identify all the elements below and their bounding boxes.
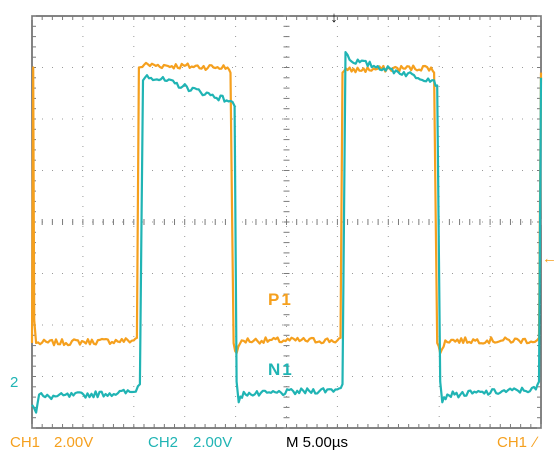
trigger-source: CH1 <box>497 434 527 451</box>
ch2-label: CH2 <box>148 434 178 451</box>
traces <box>30 51 543 414</box>
ch1-label: CH1 <box>10 434 40 451</box>
trace-p1 <box>30 61 543 355</box>
trigger-level-marker: ← <box>542 250 557 267</box>
trace-label-p1: P1 <box>268 290 293 309</box>
ch2-scale: 2.00V <box>193 434 232 451</box>
status-bar: CH1 2.00V CH2 2.00V M 5.00µs CH1 ∕ <box>10 434 539 451</box>
ch1-scale: 2.00V <box>54 434 93 451</box>
ch2-ground-marker: 2 <box>10 374 18 391</box>
timebase: M 5.00µs <box>286 434 348 451</box>
trace-label-n1: N1 <box>268 360 294 379</box>
trigger-position-marker: ↓ <box>330 9 338 26</box>
trace-n1 <box>31 51 543 414</box>
trigger-slope-icon: ∕ <box>530 434 539 451</box>
